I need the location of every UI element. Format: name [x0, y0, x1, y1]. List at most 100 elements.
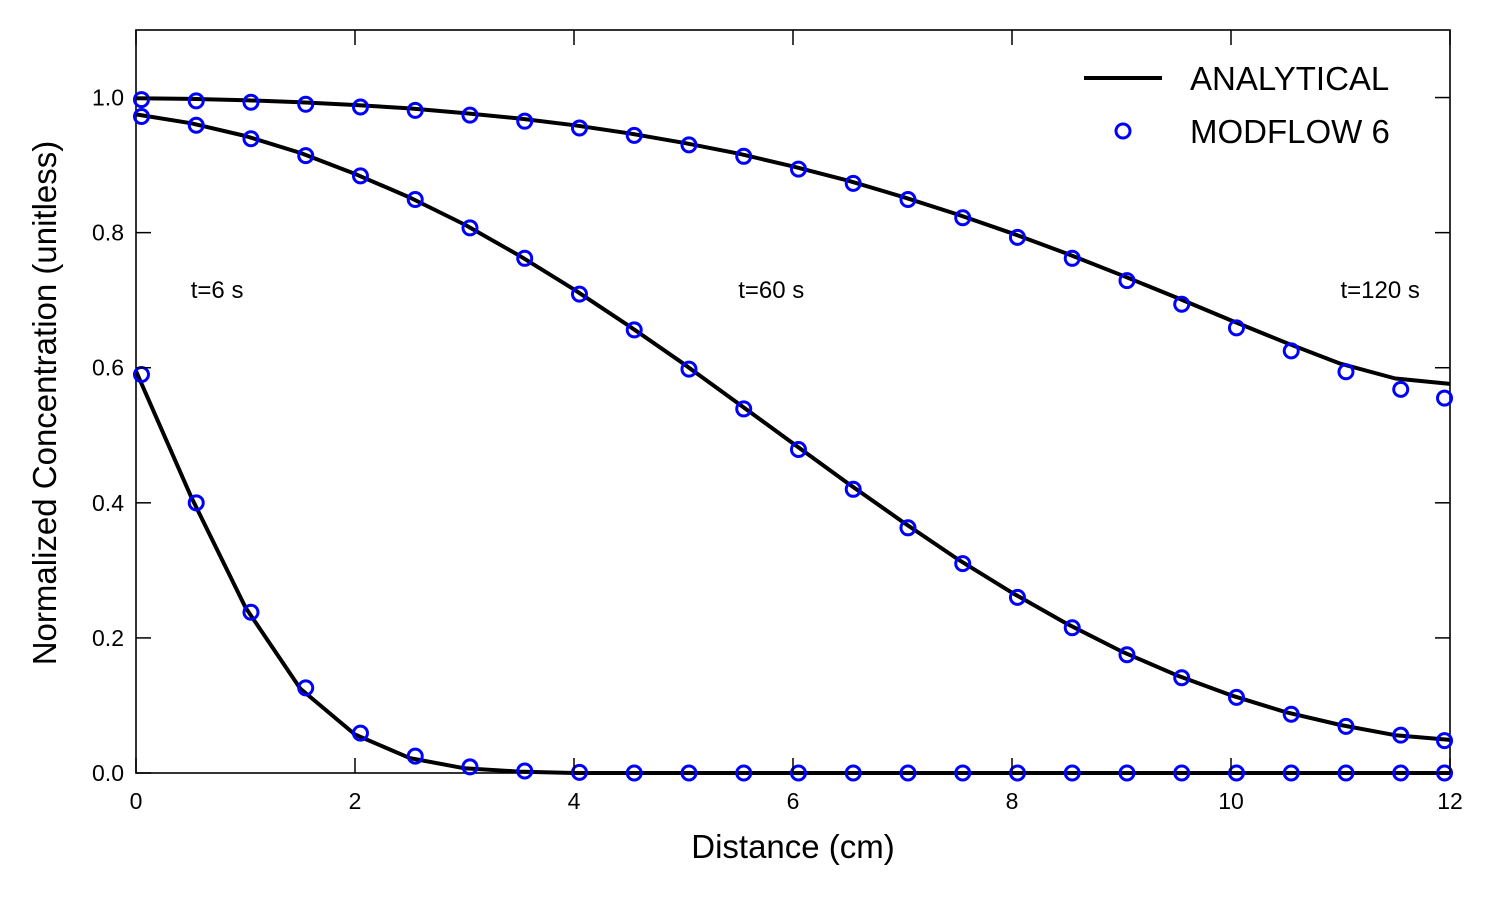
y-tick-label: 0.4 — [92, 490, 124, 516]
modflow6-point — [735, 147, 753, 165]
modflow6-point — [735, 400, 753, 418]
modflow6-point — [1436, 389, 1454, 407]
time-annotation: t=60 s — [738, 277, 804, 304]
modflow6-point — [789, 160, 807, 178]
x-tick-label: 6 — [787, 788, 800, 814]
legend-circle-marker — [1114, 122, 1132, 140]
modflow6-point — [1173, 295, 1191, 313]
modflow6-point — [844, 764, 862, 782]
modflow6-point — [297, 147, 315, 165]
legend: ANALYTICAL MODFLOW 6 — [1084, 60, 1390, 150]
modflow6-point — [187, 494, 205, 512]
modflow6-point — [1337, 717, 1355, 735]
y-tick-label: 0.6 — [92, 355, 124, 381]
y-tick-label: 0.0 — [92, 760, 124, 786]
modflow6-point — [461, 758, 479, 776]
modflow6-point — [1118, 764, 1136, 782]
modflow6-point — [1173, 669, 1191, 687]
modflow6-point — [1337, 764, 1355, 782]
modflow6-point — [187, 116, 205, 134]
modflow6-point — [516, 249, 534, 267]
modflow6-point — [954, 764, 972, 782]
time-annotation: t=6 s — [191, 277, 244, 304]
modflow6-point — [954, 555, 972, 573]
legend-label-analytical: ANALYTICAL — [1190, 60, 1389, 97]
modflow6-point — [132, 91, 150, 109]
modflow6-point — [516, 112, 534, 130]
y-tick-label: 0.2 — [92, 625, 124, 651]
modflow6-point — [1008, 228, 1026, 246]
modflow6-point — [297, 679, 315, 697]
modflow6-point — [406, 101, 424, 119]
ticks-layer: 0 2 4 6 8 10 12 0.0 0.2 0.4 0.6 0.8 1.0 — [92, 30, 1463, 814]
x-tick-label: 8 — [1006, 788, 1019, 814]
series-layer — [132, 91, 1454, 782]
x-tick-label: 2 — [349, 788, 362, 814]
modflow6-point — [1392, 380, 1410, 398]
x-tick-label: 10 — [1218, 788, 1244, 814]
modflow6-point — [1008, 764, 1026, 782]
modflow6-point — [1173, 764, 1191, 782]
modflow6-point — [680, 764, 698, 782]
modflow6-point — [844, 480, 862, 498]
annotations: t=6 s t=60 s t=120 s — [191, 277, 1420, 304]
y-tick-label: 1.0 — [92, 85, 124, 111]
x-tick-label: 4 — [568, 788, 581, 814]
modflow6-point — [680, 136, 698, 154]
modflow6-point — [187, 92, 205, 110]
modflow6-point — [461, 219, 479, 237]
modflow6-point — [899, 764, 917, 782]
modflow6-point — [1063, 619, 1081, 637]
legend-label-modflow6: MODFLOW 6 — [1190, 113, 1390, 150]
analytical-line — [135, 112, 1451, 742]
modflow6-point — [406, 747, 424, 765]
modflow6-point — [1436, 732, 1454, 750]
y-axis-label: Normalized Concentration (unitless) — [26, 141, 63, 666]
modflow6-point — [461, 106, 479, 124]
modflow6-point — [1063, 249, 1081, 267]
modflow6-point — [899, 191, 917, 209]
analytical-line — [134, 370, 1450, 775]
modflow6-point — [1282, 764, 1300, 782]
modflow6-point — [351, 724, 369, 742]
x-tick-label: 12 — [1437, 788, 1463, 814]
modflow6-point — [242, 93, 260, 111]
modflow6-point — [789, 764, 807, 782]
modflow6-point — [1282, 705, 1300, 723]
modflow6-point — [1227, 319, 1245, 337]
x-tick-label: 0 — [130, 788, 143, 814]
modflow6-point — [351, 167, 369, 185]
modflow6-point — [625, 126, 643, 144]
time-annotation: t=120 s — [1341, 277, 1420, 304]
modflow6-point — [735, 764, 753, 782]
modflow6-point — [789, 440, 807, 458]
modflow6-point — [351, 98, 369, 116]
modflow6-point — [1227, 764, 1245, 782]
modflow6-point — [570, 119, 588, 137]
y-tick-label: 0.8 — [92, 220, 124, 246]
modflow6-point — [625, 764, 643, 782]
modflow6-point — [516, 762, 534, 780]
modflow6-point — [1392, 726, 1410, 744]
modflow6-point — [680, 360, 698, 378]
modflow6-point — [242, 130, 260, 148]
modflow6-point — [1118, 646, 1136, 664]
modflow6-point — [954, 209, 972, 227]
modflow6-point — [899, 519, 917, 537]
modflow6-point — [1337, 363, 1355, 381]
modflow6-point — [844, 174, 862, 192]
modflow6-point — [1008, 588, 1026, 606]
modflow6-point — [625, 321, 643, 339]
x-axis-label: Distance (cm) — [691, 828, 895, 865]
modflow6-point — [297, 95, 315, 113]
modflow6-point — [1227, 688, 1245, 706]
modflow6-point — [406, 191, 424, 209]
modflow6-point — [1063, 764, 1081, 782]
modflow6-point — [242, 603, 260, 621]
modflow6-point — [1392, 764, 1410, 782]
modflow6-point — [570, 763, 588, 781]
modflow6-point — [1118, 272, 1136, 290]
modflow6-point — [132, 107, 150, 125]
modflow6-point — [1282, 342, 1300, 360]
